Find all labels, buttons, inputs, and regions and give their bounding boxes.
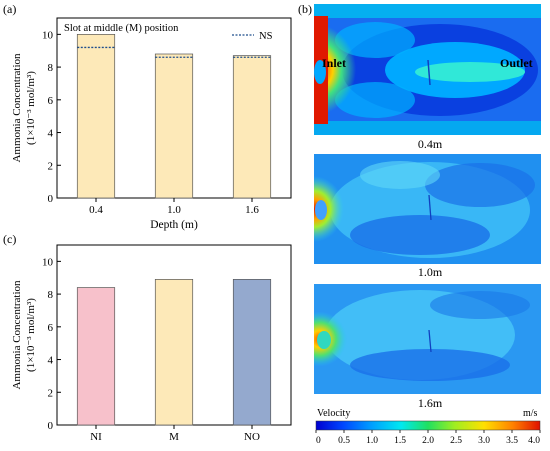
colorbar-tick-label-3.0: 3.0 <box>478 436 490 446</box>
x-tick-label-NI: NI <box>90 431 102 443</box>
x-tick-label-1.0: 1.0 <box>167 204 181 216</box>
x-tick-label-1.6: 1.6 <box>245 204 259 216</box>
colorbar-tick-label-1.0: 1.0 <box>366 436 378 446</box>
y-tick-label-10: 10 <box>42 256 54 268</box>
panel-a-ylabel-1: Ammonia Concentration <box>11 53 23 163</box>
y-tick-label-0: 0 <box>48 420 54 432</box>
colorbar-tick-label-0.5: 0.5 <box>338 436 350 446</box>
bar-1.6 <box>232 55 272 199</box>
y-tick-label-8: 8 <box>48 289 54 301</box>
y-tick-label-2: 2 <box>48 160 54 172</box>
y-tick-label-6: 6 <box>48 322 54 334</box>
bar-NI <box>76 287 116 426</box>
colorbar-tick-label-1.5: 1.5 <box>394 436 406 446</box>
y-tick-label-2: 2 <box>48 387 54 399</box>
panel-c-bars <box>76 279 272 426</box>
panel-b-label: (b) <box>298 2 312 16</box>
y-tick-label-0: 0 <box>48 193 54 205</box>
panel-c-label: (c) <box>3 232 16 246</box>
inlet-label: Inlet <box>322 56 346 70</box>
y-tick-label-8: 8 <box>48 62 54 74</box>
colorbar-tick-label-3.5: 3.5 <box>506 436 518 446</box>
x-tick-label-0.4: 0.4 <box>89 204 103 216</box>
y-tick-label-10: 10 <box>42 29 54 41</box>
panel-a-ylabel-2: (1×10⁻³ mol/m³) <box>25 71 37 145</box>
contour-caption-1.6m: 1.6m <box>418 396 443 410</box>
colorbar-title: Velocity <box>317 408 350 419</box>
contour-image-0.4m <box>314 4 541 135</box>
panel-c-x-axis: NI M NO <box>90 425 260 443</box>
colorbar-tick-label-4.0: 4.0 <box>528 436 540 446</box>
panel-c-y-axis: 0 2 4 6 8 10 <box>42 256 61 432</box>
panel-a-y-axis: 0 2 4 6 8 10 <box>42 29 61 205</box>
contour-caption-0.4m: 0.4m <box>418 137 443 151</box>
contour-image-1.0m <box>314 154 541 264</box>
panel-a-label: (a) <box>3 2 16 16</box>
panel-c-ylabel-1: Ammonia Concentration <box>11 280 23 390</box>
panel-a-bars <box>76 34 272 199</box>
panel-c-ylabel-2: (1×10⁻³ mol/m³) <box>25 298 37 372</box>
bar-0.4 <box>76 34 116 199</box>
outlet-label: Outlet <box>500 56 533 70</box>
y-tick-label-4: 4 <box>48 355 54 367</box>
y-tick-label-4: 4 <box>48 128 54 140</box>
x-tick-label-M: M <box>169 431 179 443</box>
colorbar-tick-label-2.0: 2.0 <box>422 436 434 446</box>
x-tick-label-NO: NO <box>244 431 260 443</box>
colorbar-ticks: 0 0.5 1.0 1.5 2.0 2.5 3.0 3.5 4.0 <box>315 430 541 446</box>
colorbar-tick-label-2.5: 2.5 <box>450 436 462 446</box>
contour-image-1.6m <box>314 284 541 394</box>
panel-a-legend-title: Slot at middle (M) position <box>64 23 179 34</box>
panel-a-legend-ns: NS <box>259 31 273 42</box>
colorbar-tick-label-0: 0 <box>316 436 321 446</box>
panel-a-xlabel: Depth (m) <box>150 219 198 231</box>
colorbar <box>315 420 541 431</box>
bar-NO <box>232 279 272 426</box>
panel-a-x-axis: 0.4 1.0 1.6 <box>89 198 259 216</box>
colorbar-unit: m/s <box>523 408 538 419</box>
bar-M <box>154 279 194 426</box>
y-tick-label-6: 6 <box>48 95 54 107</box>
bar-1.0 <box>154 53 194 199</box>
contour-caption-1.0m: 1.0m <box>418 265 443 279</box>
